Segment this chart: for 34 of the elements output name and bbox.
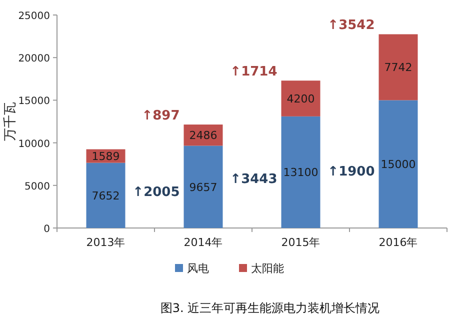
data-label: 2486 [189,129,218,142]
data-label: 13100 [283,166,318,180]
annotation: ↑3443 [230,172,278,187]
x-tick-label: 2015年 [281,236,320,249]
legend-label: 太阳能 [251,262,284,275]
y-tick-label: 20000 [18,54,50,65]
data-label: 1589 [92,150,120,164]
bar [184,146,223,228]
bar [86,162,126,228]
y-tick-label: 0 [44,224,50,235]
y-axis-title: 万千瓦 [3,102,18,141]
y-tick-label: 15000 [18,96,50,108]
annotation: ↑3542 [328,18,375,34]
y-tick-label: 25000 [18,11,50,22]
data-label: 7742 [384,61,412,74]
data-label: 9657 [189,180,218,194]
y-tick-label: 5000 [24,181,50,192]
annotation: ↑1900 [328,164,375,180]
x-tick-label: 2013年 [86,236,126,249]
annotation: ↑897 [142,108,180,124]
bar [281,116,320,228]
annotation: ↑1714 [230,64,278,80]
data-label: 7652 [92,189,120,202]
data-label: 15000 [380,158,416,172]
bar [281,80,320,116]
x-tick-label: 2014年 [184,236,223,249]
annotation: ↑2005 [132,184,180,200]
bar [378,34,418,100]
y-tick-label: 10000 [18,138,50,150]
text: 图3. 近三年可再生能源电力装机增长情况 [160,301,380,315]
legend-label: 风电 [187,262,209,275]
bar [378,100,418,228]
data-label: 4200 [286,92,315,106]
x-tick-label: 2016年 [378,236,418,249]
